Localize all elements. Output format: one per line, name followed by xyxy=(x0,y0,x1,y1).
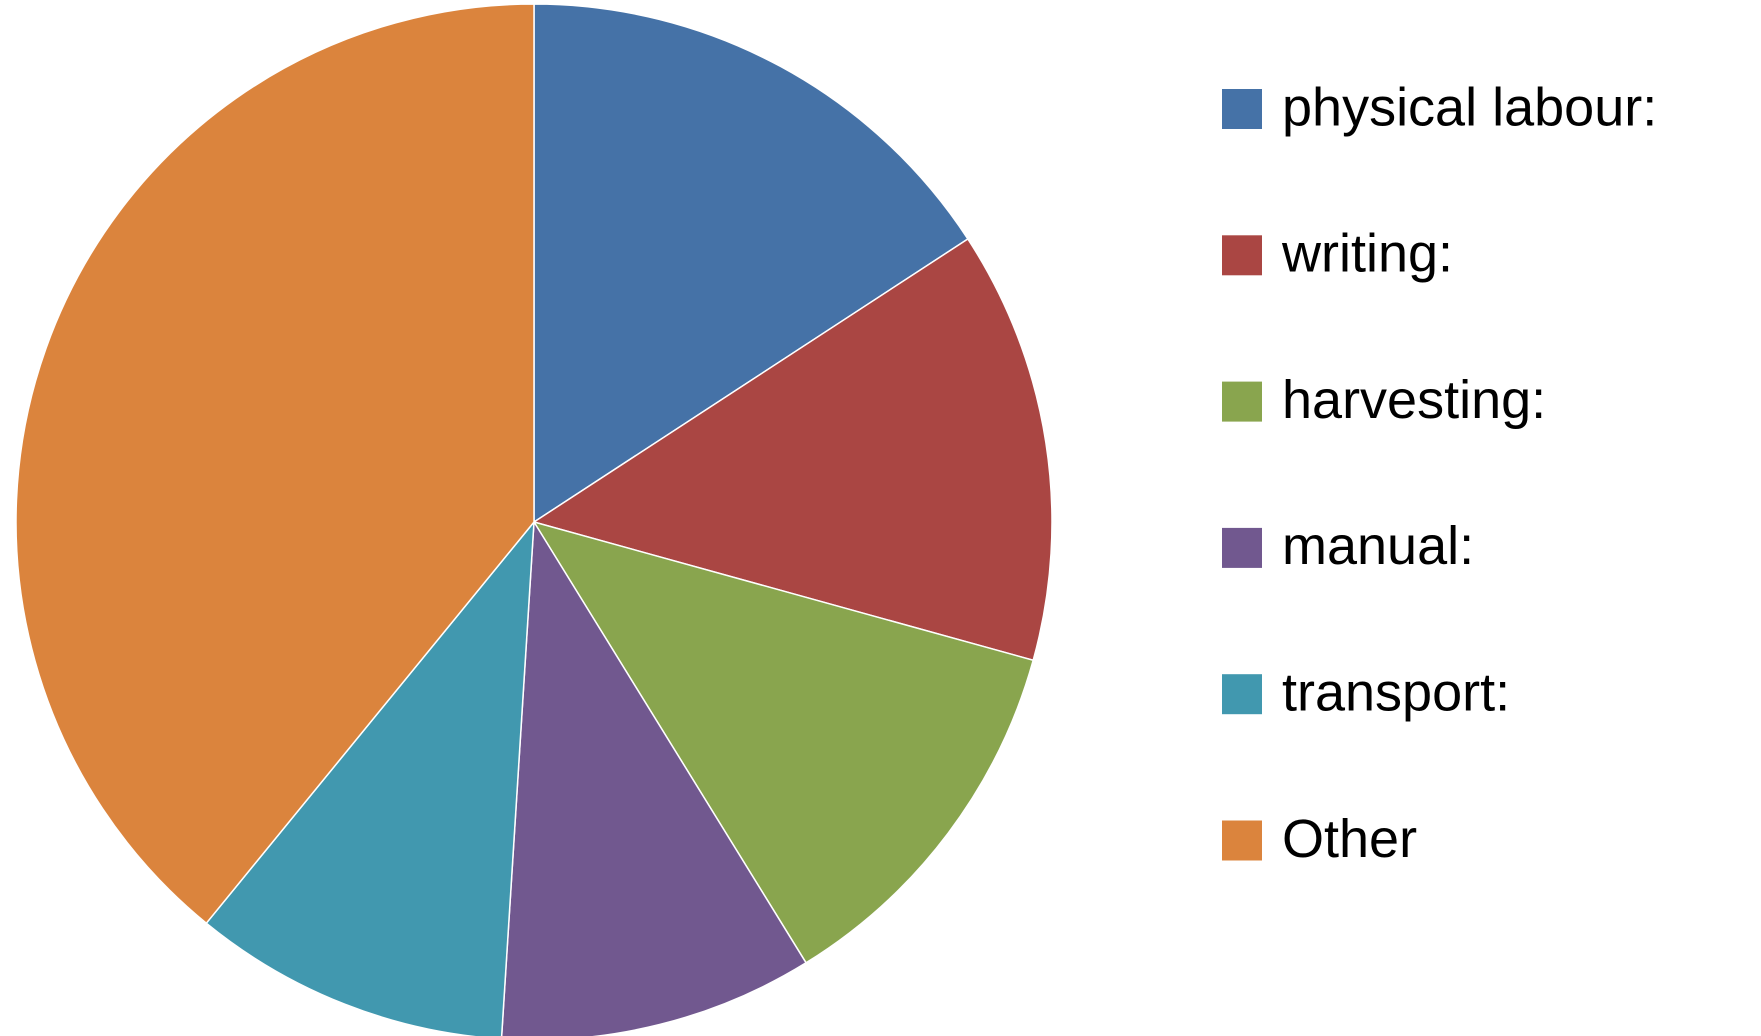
legend-label: Other xyxy=(1282,809,1417,869)
legend-swatch xyxy=(1222,235,1262,276)
legend-swatch xyxy=(1222,381,1262,422)
legend-label: harvesting: xyxy=(1282,370,1546,430)
pie-slice xyxy=(15,3,535,925)
legend-label: physical labour: xyxy=(1282,77,1657,137)
legend-swatch xyxy=(1222,674,1262,715)
legend-swatch xyxy=(1222,820,1262,861)
legend-label: writing: xyxy=(1281,224,1453,284)
legend-swatch xyxy=(1222,527,1262,568)
pie-slice xyxy=(532,520,1035,964)
pie-slice xyxy=(533,3,969,524)
pie-slice xyxy=(205,519,535,1036)
pie-slice xyxy=(500,519,808,1036)
legend-swatch xyxy=(1222,89,1262,129)
legend-label: manual: xyxy=(1282,516,1474,576)
pie-slice xyxy=(532,237,1053,662)
legend-label: transport: xyxy=(1282,662,1510,722)
